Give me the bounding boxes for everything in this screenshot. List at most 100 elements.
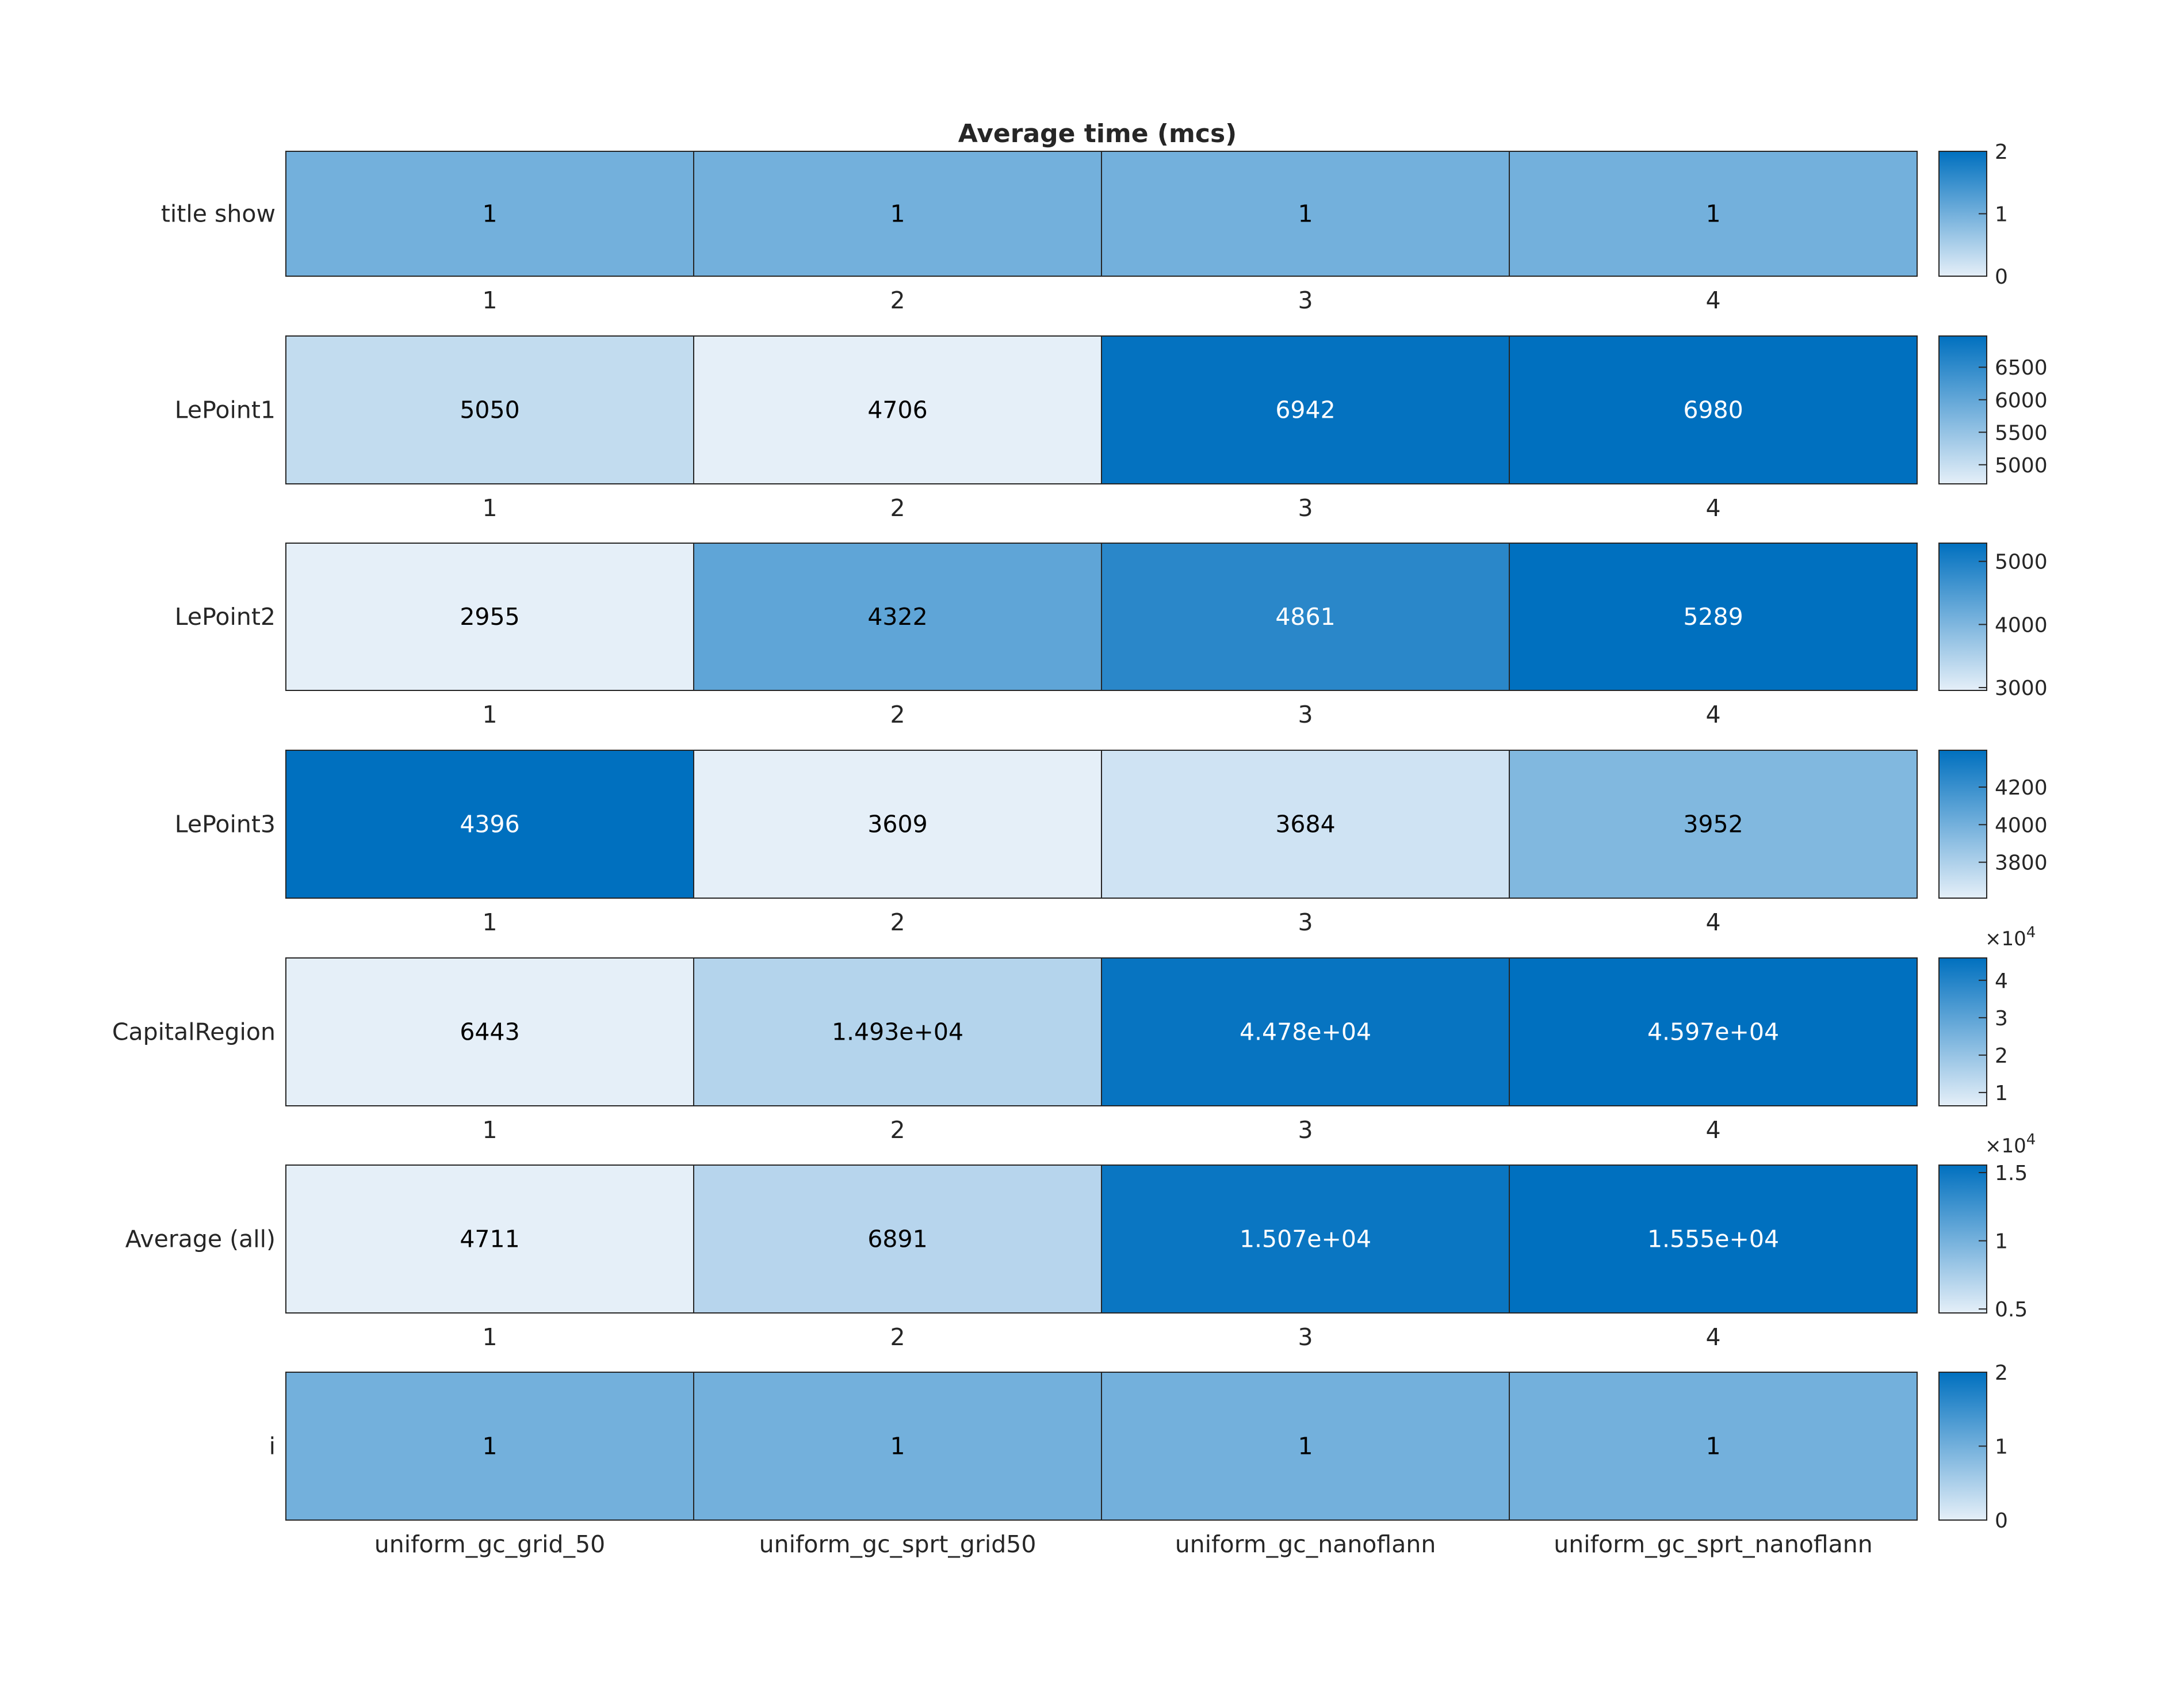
heatmap-cell [1101, 1372, 1510, 1521]
colorbar-tick-label: 5000 [1995, 551, 2048, 574]
x-tick-label: 4 [1705, 1116, 1720, 1144]
heatmap-cell [1509, 750, 1918, 899]
colorbar-exponent-power: 4 [2026, 924, 2036, 941]
heatmap-cell [1101, 543, 1510, 691]
heatmap-row: Average (all) 4711 6891 1.507e+04 1.555e+04 1… [125, 1131, 2036, 1351]
colorbar-tick-label: 2 [1995, 1044, 2008, 1068]
heatmap-cell [1509, 1165, 1918, 1314]
heatmap-cell [693, 957, 1102, 1106]
x-tick-label: 3 [1298, 701, 1313, 728]
colorbar-tick-label: 5000 [1995, 454, 2048, 478]
row-label: LePoint2 [175, 603, 276, 631]
heatmap-cell [285, 543, 694, 691]
colorbar-tick-label: 1.5 [1995, 1162, 2028, 1185]
colorbar-tick-label: 3800 [1995, 852, 2048, 875]
cell-value-label: 1 [482, 1433, 497, 1460]
cell-value-label: 4322 [867, 603, 927, 631]
heatmap-cell [285, 1165, 694, 1314]
heatmap-cell [693, 1165, 1102, 1314]
heatmap-cell [285, 957, 694, 1106]
colorbar [1938, 335, 1987, 484]
heatmap-cell [1509, 335, 1918, 484]
heatmap-cell [1509, 151, 1918, 277]
cell-value-label: 6443 [460, 1018, 519, 1046]
heatmap-row: LePoint3 4396 3609 3684 3952 1 2 3 4 3800 4000 4200 [175, 750, 2048, 936]
x-tick-label: uniform_gc_sprt_grid50 [759, 1530, 1036, 1558]
colorbar-tick-label: 1 [1995, 1230, 2008, 1254]
cell-value-label: 2955 [460, 603, 519, 631]
colorbar-tick-label: 1 [1995, 203, 2008, 227]
heatmap-cell [693, 335, 1102, 484]
cell-value-label: 4.597e+04 [1647, 1018, 1779, 1046]
row-label: CapitalRegion [112, 1018, 276, 1046]
colorbar-tick-label: 5500 [1995, 421, 2048, 445]
row-label: LePoint3 [175, 811, 276, 838]
colorbar [1938, 1165, 1987, 1314]
colorbar-tick-label: 4000 [1995, 814, 2048, 837]
x-tick-label: 1 [482, 701, 497, 728]
colorbar-tick-label: 3000 [1995, 677, 2048, 700]
x-tick-label: 1 [482, 287, 497, 314]
heatmap-cell [285, 750, 694, 899]
cell-value-label: 1 [1705, 1433, 1720, 1460]
colorbar-exponent-label: ×104 [1985, 924, 2036, 950]
heatmap-cell [1101, 1165, 1510, 1314]
cell-value-label: 1.555e+04 [1647, 1225, 1779, 1253]
colorbar-tick-label: 4 [1995, 969, 2008, 993]
x-tick-label: 2 [890, 701, 905, 728]
cell-value-label: 1 [1298, 200, 1313, 228]
heatmap-cell [693, 750, 1102, 899]
cell-value-label: 1.493e+04 [832, 1018, 963, 1046]
cell-value-label: 4706 [867, 396, 927, 424]
x-tick-label: 2 [890, 1116, 905, 1144]
heatmap-cell [1509, 957, 1918, 1106]
heatmap-row: title show 1 1 1 1 1 2 3 4 0 1 2 [161, 140, 2008, 314]
colorbar-tick-label: 4200 [1995, 776, 2048, 800]
x-tick-label: 1 [482, 908, 497, 936]
colorbar-tick-label: 2 [1995, 1361, 2008, 1385]
heatmap-row: LePoint2 2955 4322 4861 5289 1 2 3 4 3000 4000 5000 [175, 543, 2048, 728]
x-tick-label: uniform_gc_sprt_nanoflann [1554, 1530, 1872, 1558]
cell-value-label: 1.507e+04 [1240, 1225, 1371, 1253]
x-tick-label: 3 [1298, 1116, 1313, 1144]
cell-value-label: 1 [1298, 1433, 1313, 1460]
chart-title: Average time (mcs) [958, 119, 1237, 148]
x-tick-label: 4 [1705, 701, 1720, 728]
colorbar [1938, 957, 1987, 1106]
colorbar-tick-label: 2 [1995, 140, 2008, 164]
x-tick-label: 3 [1298, 494, 1313, 522]
row-label: title show [161, 200, 276, 228]
heatmap-cell [1101, 335, 1510, 484]
cell-value-label: 4396 [460, 811, 519, 838]
cell-value-label: 6942 [1275, 396, 1335, 424]
row-label: i [269, 1433, 276, 1460]
cell-value-label: 4711 [460, 1225, 519, 1253]
heatmap-cell [1101, 750, 1510, 899]
x-tick-label: 4 [1705, 287, 1720, 314]
row-label: Average (all) [125, 1225, 276, 1253]
colorbar-exponent-power: 4 [2026, 1131, 2036, 1148]
cell-value-label: 4861 [1275, 603, 1335, 631]
heatmap-cell [285, 335, 694, 484]
x-tick-label: 2 [890, 908, 905, 936]
heatmap-row: i 1 1 1 1 uniform_gc_grid_50 uniform_gc_sprt_g… [269, 1361, 2008, 1558]
colorbar-exponent-label: ×104 [1985, 1131, 2036, 1158]
heatmap-row: LePoint1 5050 4706 6942 6980 1 2 3 4 5000 5500 6000… [175, 335, 2048, 522]
x-tick-label: 2 [890, 1323, 905, 1351]
colorbar-tick-label: 6000 [1995, 389, 2048, 413]
x-tick-label: 4 [1705, 1323, 1720, 1351]
cell-value-label: 1 [482, 200, 497, 228]
colorbar [1938, 543, 1987, 691]
cell-value-label: 6980 [1683, 396, 1743, 424]
x-tick-label: 3 [1298, 1323, 1313, 1351]
cell-value-label: 3952 [1683, 811, 1743, 838]
x-tick-label: 3 [1298, 287, 1313, 314]
x-tick-label: 4 [1705, 494, 1720, 522]
row-label: LePoint1 [175, 396, 276, 424]
x-tick-label: 3 [1298, 908, 1313, 936]
colorbar-tick-label: 6500 [1995, 356, 2048, 380]
x-tick-label: 1 [482, 1116, 497, 1144]
x-tick-label: uniform_gc_grid_50 [374, 1530, 606, 1558]
heatmap-row: CapitalRegion 6443 1.493e+04 4.478e+04 4.597… [112, 924, 2036, 1144]
x-tick-label: 4 [1705, 908, 1720, 936]
